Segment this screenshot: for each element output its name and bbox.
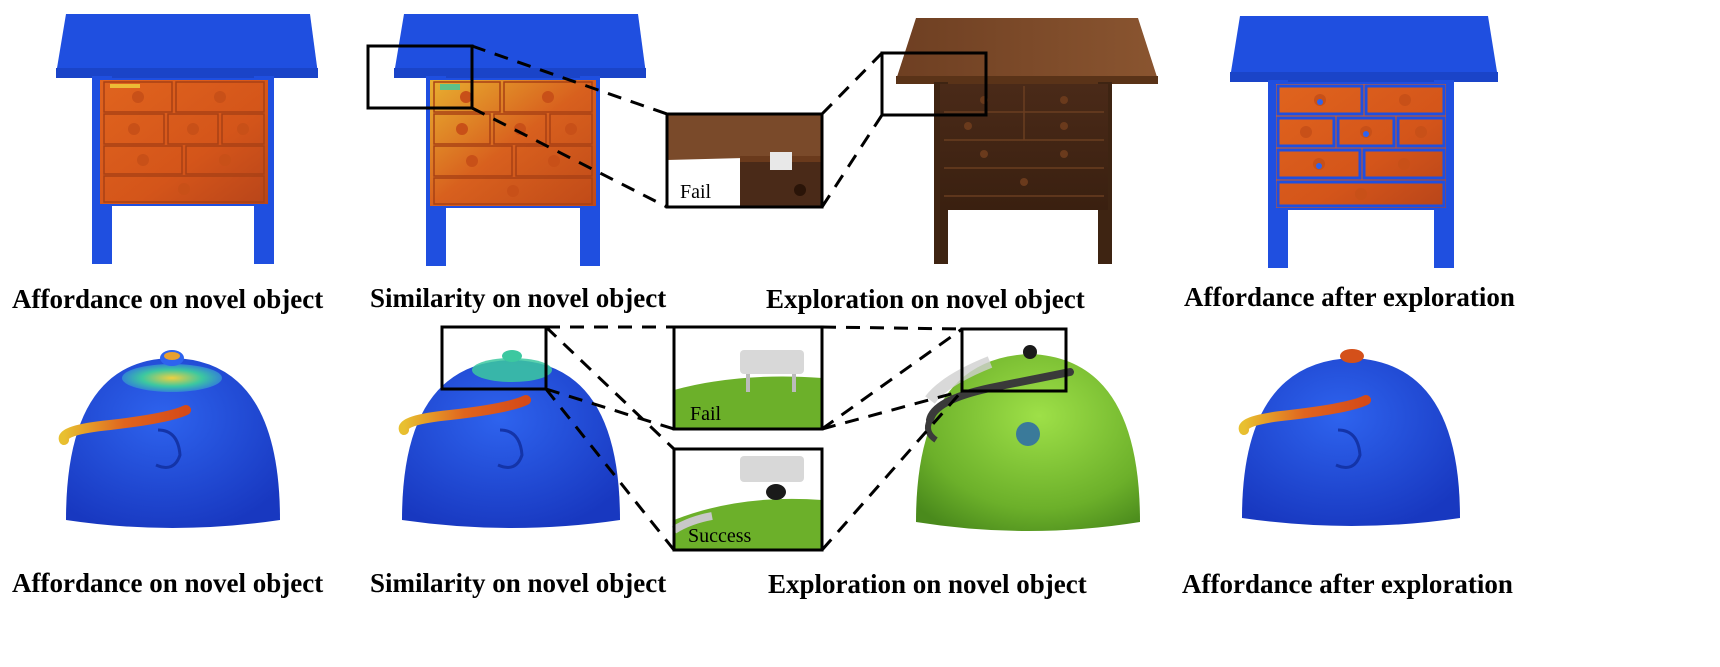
similarity-pot-zoom-box bbox=[440, 325, 548, 391]
caption-affordance-after-row1: Affordance after exploration bbox=[1184, 282, 1515, 312]
pot-inset-fail-label: Fail bbox=[690, 403, 722, 425]
caption-similarity-novel-row1: Similarity on novel object bbox=[370, 283, 667, 313]
cabinet-affordance bbox=[56, 14, 318, 264]
pot-affordance bbox=[58, 350, 280, 528]
pot-inset-fail: Fail bbox=[672, 325, 824, 431]
caption-affordance-after-row2: Affordance after exploration bbox=[1182, 569, 1513, 599]
pot-affordance-after bbox=[1238, 349, 1460, 526]
caption-exploration-novel-row2: Exploration on novel object bbox=[768, 569, 1087, 599]
cabinet-inset: Fail bbox=[665, 112, 824, 209]
pot-zoom-annotation: Fail Success bbox=[440, 325, 1068, 552]
exploration-zoom-box bbox=[880, 51, 988, 117]
pot-similarity bbox=[398, 350, 620, 528]
caption-exploration-novel-row1: Exploration on novel object bbox=[766, 284, 1085, 314]
caption-affordance-novel-row2: Affordance on novel object bbox=[12, 568, 324, 598]
pot-inset-success-label: Success bbox=[688, 525, 752, 547]
cabinet-inset-label: Fail bbox=[680, 181, 712, 203]
caption-similarity-novel-row2: Similarity on novel object bbox=[370, 568, 667, 598]
pot-inset-success: Success bbox=[671, 447, 824, 552]
caption-affordance-novel-row1: Affordance on novel object bbox=[12, 284, 324, 314]
cabinet-exploration bbox=[896, 18, 1158, 264]
cabinet-zoom-annotation: Fail bbox=[366, 44, 988, 209]
exploration-pot-zoom-box bbox=[960, 327, 1068, 393]
pot-exploration bbox=[916, 345, 1140, 531]
cabinet-similarity bbox=[394, 14, 646, 266]
similarity-zoom-box bbox=[366, 44, 474, 110]
cabinet-affordance-after bbox=[1230, 16, 1498, 268]
